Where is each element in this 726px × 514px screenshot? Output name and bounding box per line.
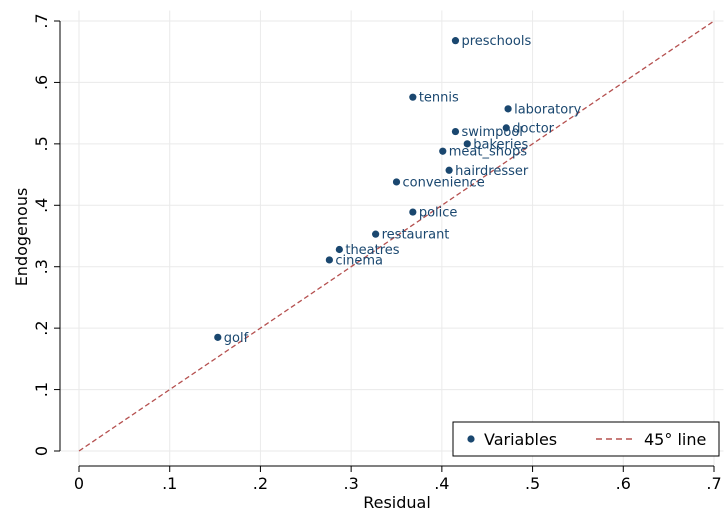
point-cinema: cinema	[325, 253, 383, 268]
y-tick-label: .6	[32, 75, 51, 90]
x-tick-label: .4	[434, 474, 449, 493]
point-label: swimpool	[461, 125, 522, 140]
x-tick-label: .5	[525, 474, 540, 493]
x-tick-label: .6	[616, 474, 631, 493]
point-restaurant: restaurant	[372, 228, 449, 243]
x-tick-label: 0	[74, 474, 84, 493]
y-tick-label: .1	[32, 382, 51, 397]
point-label: theatres	[345, 243, 399, 258]
data-points: preschools tennis laboratory doctorswimpool…	[214, 34, 582, 346]
point-convenience: convenience	[392, 175, 485, 190]
point-marker	[439, 147, 447, 155]
point-label: bakeries	[473, 137, 528, 152]
y-tick-label: .4	[32, 198, 51, 213]
point-preschools: preschools	[451, 34, 531, 49]
point-hairdresser: hairdresser	[445, 164, 529, 179]
point-label: hairdresser	[455, 164, 529, 179]
point-marker	[325, 256, 333, 264]
y-tick-label: .5	[32, 136, 51, 151]
point-label: preschools	[461, 34, 531, 49]
point-marker	[392, 178, 401, 186]
point-label: restaurant	[382, 228, 450, 243]
legend-label-45-line: 45° line	[644, 430, 706, 449]
point-theatres: theatres	[335, 243, 400, 258]
legend-box	[452, 421, 720, 457]
y-tick-label: .7	[32, 13, 51, 28]
point-bakeries: bakeries	[463, 137, 528, 152]
point-police: police	[409, 206, 457, 221]
point-marker	[445, 166, 453, 174]
point-marker	[463, 140, 471, 148]
point-marker	[504, 105, 512, 113]
point-meat_shops: meat_shops	[439, 145, 527, 160]
x-tick-label: .2	[253, 474, 268, 493]
y-tick-label: .3	[32, 259, 51, 274]
point-laboratory: laboratory	[504, 102, 582, 117]
y-axis: 0 .1 .2 .3 .4 .5 .6 .7	[32, 13, 61, 456]
point-marker	[214, 333, 222, 341]
grid	[60, 10, 724, 466]
legend: Variables 45° line	[452, 421, 720, 457]
legend-label-variables: Variables	[484, 430, 557, 449]
point-label: meat_shops	[449, 145, 527, 160]
point-label: police	[419, 206, 458, 221]
point-label: tennis	[419, 91, 459, 106]
point-label: cinema	[335, 253, 383, 268]
point-marker	[335, 245, 343, 254]
point-marker	[409, 93, 417, 101]
point-marker	[451, 37, 460, 45]
point-marker	[409, 208, 417, 216]
x-tick-label: .3	[344, 474, 359, 493]
point-marker	[451, 127, 460, 136]
y-tick-label: 0	[32, 446, 51, 456]
y-tick-label: .2	[32, 321, 51, 336]
x-tick-label: .1	[162, 474, 177, 493]
point-doctor: doctor	[502, 121, 555, 136]
point-label: golf	[224, 331, 249, 346]
point-swimpool: swimpool	[451, 125, 523, 140]
point-tennis: tennis	[409, 91, 459, 106]
x-tick-label: .7	[706, 474, 721, 493]
y-axis-title: Endogenous	[12, 188, 31, 287]
point-marker	[502, 124, 510, 132]
point-golf: golf	[214, 331, 249, 346]
x-axis: 0 .1 .2 .3 .4 .5 .6 .7	[74, 465, 722, 493]
point-label: convenience	[403, 175, 485, 190]
legend-marker-variables	[467, 435, 475, 443]
point-marker	[372, 230, 380, 238]
x-axis-title: Residual	[363, 493, 431, 512]
point-label: laboratory	[514, 102, 581, 117]
point-label: doctor	[512, 121, 554, 136]
